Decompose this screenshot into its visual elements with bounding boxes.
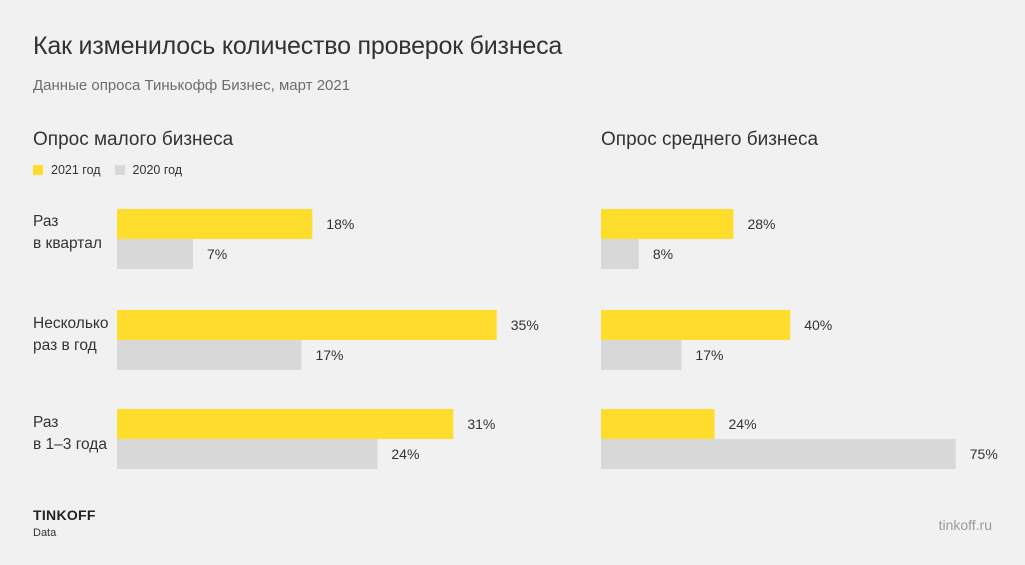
value-label-medium-2021-0: 28% [747,216,775,232]
value-label-small-2021-1: 35% [511,317,539,333]
panel-title-medium-business: Опрос среднего бизнеса [601,129,819,150]
legend-label-2021: 2021 год [51,163,101,177]
value-label-medium-2020-2: 75% [970,446,998,462]
value-label-small-2020-1: 17% [315,347,343,363]
chart-subtitle: Данные опроса Тинькофф Бизнес, март 2021 [33,77,351,94]
category-label-several-per-year: Несколько раз в год [33,313,109,357]
category-label-line: в квартал [33,235,102,252]
value-label-medium-2021-1: 40% [804,317,832,333]
bar-small-2021-0 [117,209,313,239]
legend-swatch-2020 [114,165,125,175]
bar-small-2021-2 [117,409,454,439]
value-label-medium-2021-2: 24% [729,416,757,432]
value-label-medium-2020-0: 8% [653,246,673,262]
brand-logo-text: TINKOFF [33,507,96,523]
category-label-once-1-3-years: Раз в 1–3 года [33,412,107,456]
category-label-line: Раз [33,414,59,431]
brand-sub-label: Data [33,527,57,539]
legend-swatch-2021 [33,165,43,175]
category-label-line: раз в год [33,337,97,354]
bar-medium-2020-1 [601,340,682,370]
bar-medium-2020-2 [601,439,956,469]
bar-medium-2020-0 [601,239,639,269]
legend-label-2020: 2020 год [132,163,183,177]
value-label-small-2021-0: 18% [326,216,354,232]
panel-title-small-business: Опрос малого бизнеса [33,129,234,150]
bar-small-2021-1 [117,310,497,340]
bar-small-2020-0 [117,239,193,269]
category-label-quarterly: Раз в квартал [33,211,102,255]
site-link[interactable]: tinkoff.ru [938,517,992,533]
category-label-line: в 1–3 года [33,436,107,453]
value-label-small-2020-2: 24% [391,446,419,462]
value-label-small-2020-0: 7% [207,246,227,262]
bar-small-2020-1 [117,340,302,370]
legend-item-2020: 2020 год [114,163,183,177]
bar-small-2020-2 [117,439,378,469]
legend: 2021 год 2020 год [33,163,196,177]
value-label-medium-2020-1: 17% [695,347,723,363]
category-label-line: Раз [33,213,59,230]
legend-item-2021: 2021 год [33,163,101,177]
value-label-small-2021-2: 31% [467,416,495,432]
bar-medium-2021-0 [601,209,734,239]
bar-medium-2021-1 [601,310,791,340]
bar-medium-2021-2 [601,409,715,439]
chart-title: Как изменилось количество проверок бизне… [33,32,563,60]
category-label-line: Несколько [33,315,109,332]
